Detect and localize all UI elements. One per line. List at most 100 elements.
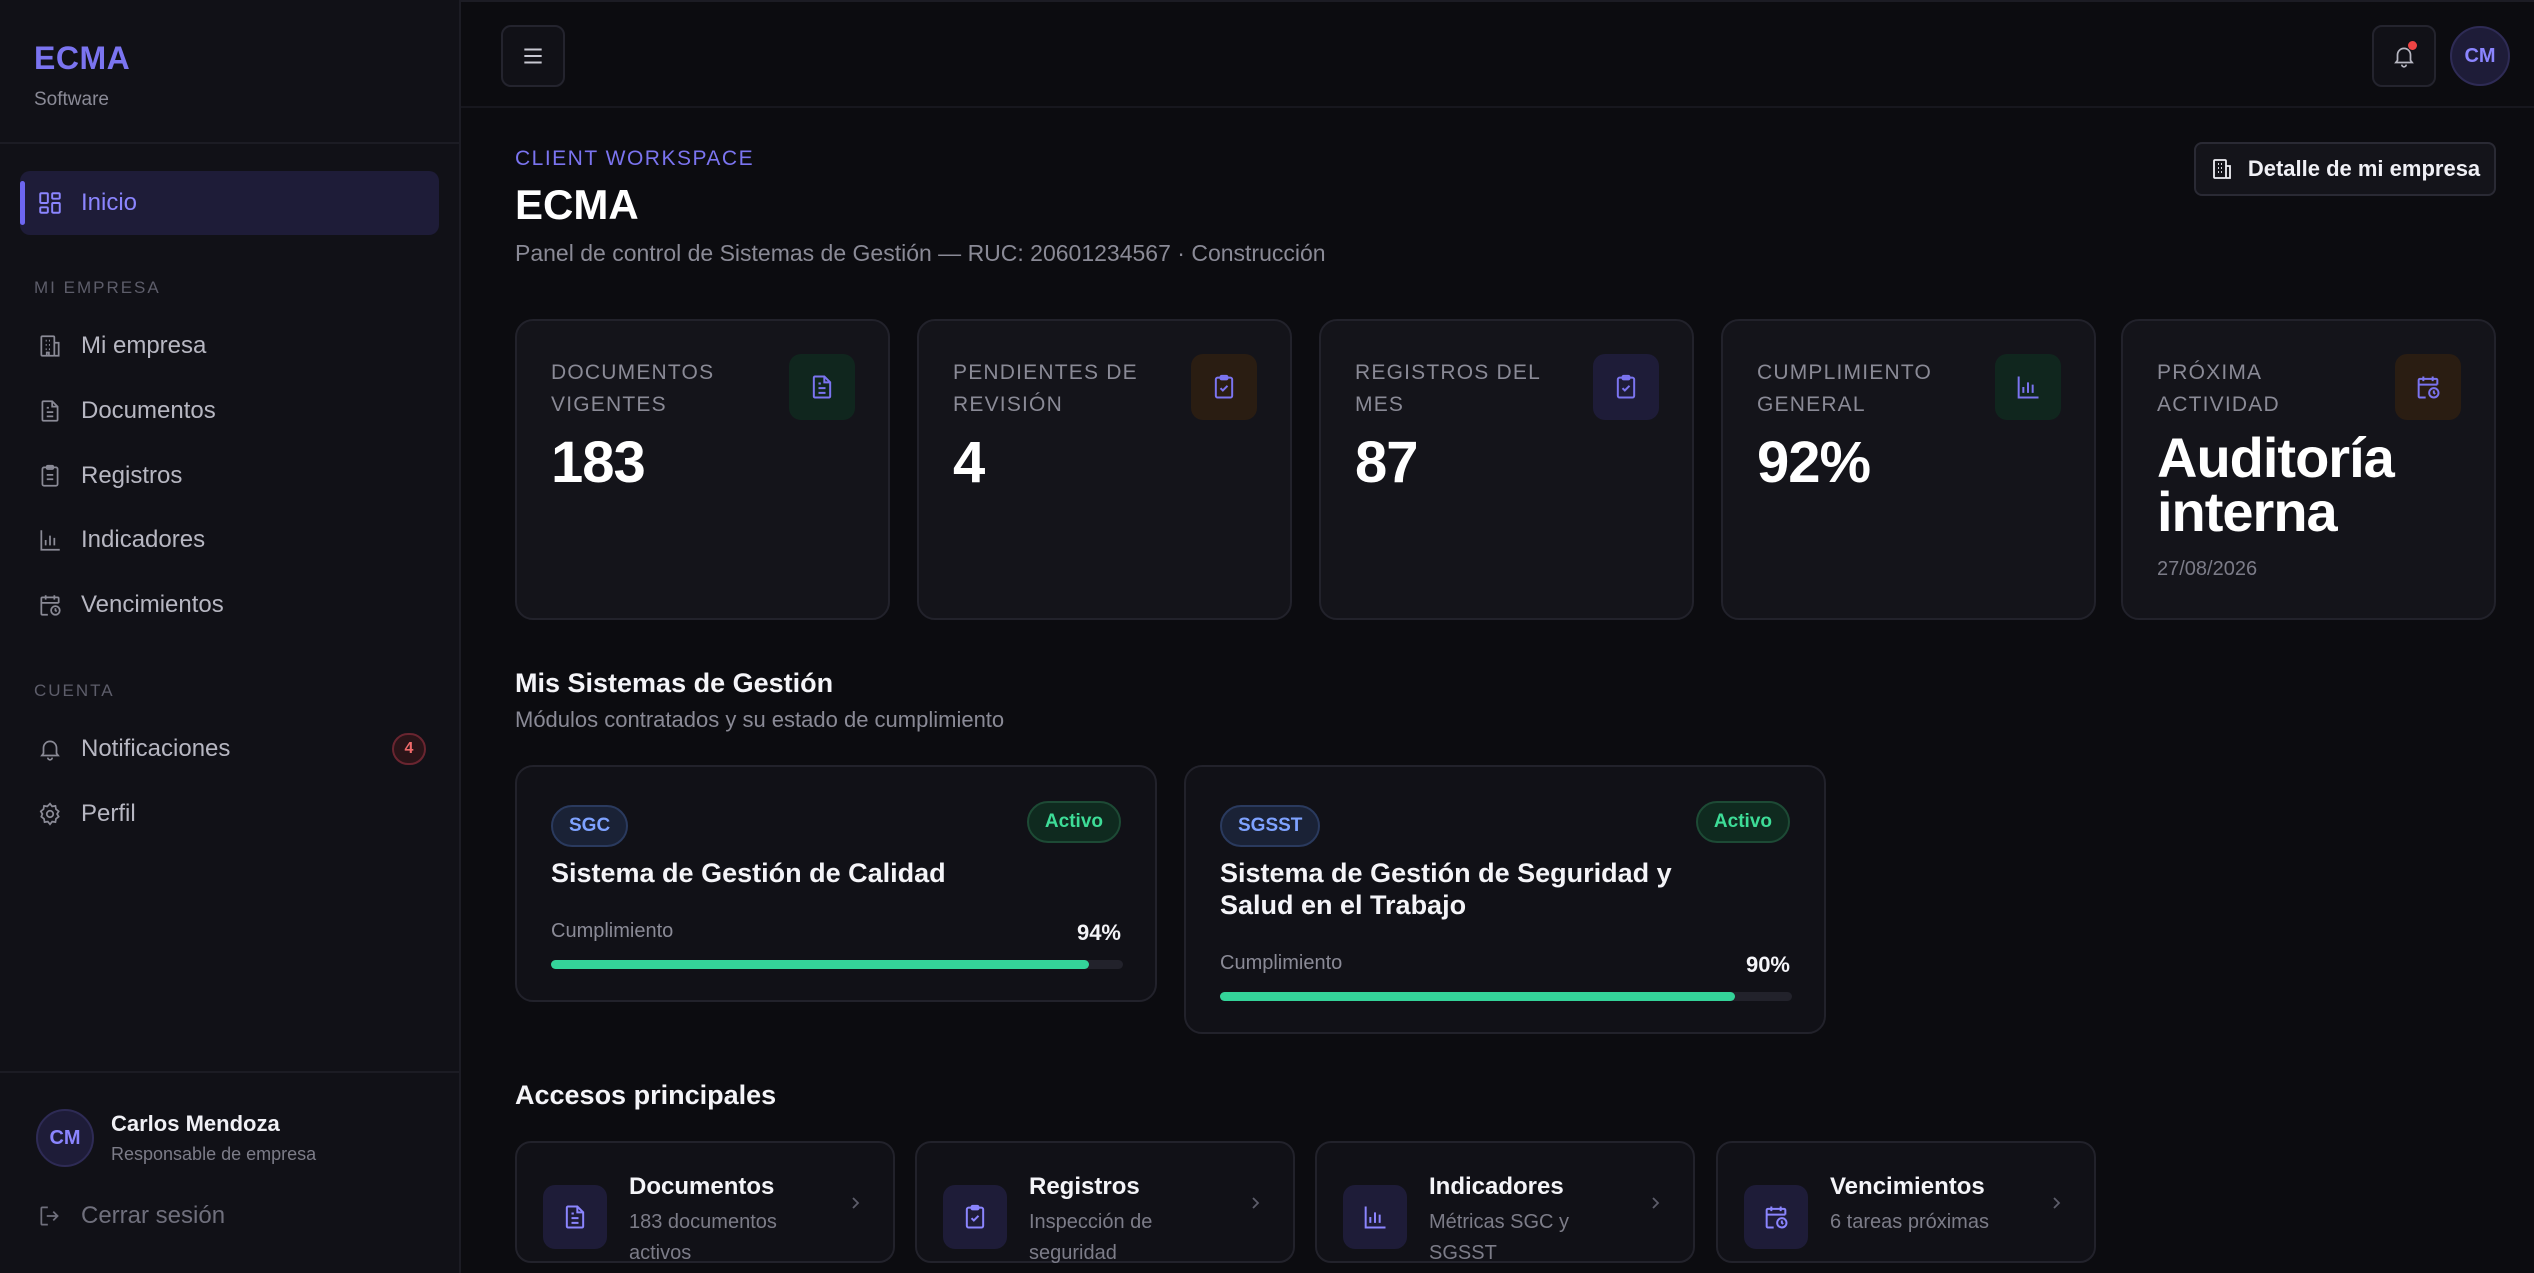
brand[interactable]: ECMA Software xyxy=(34,40,130,111)
document-icon xyxy=(36,397,64,425)
quick-access-label: Indicadores xyxy=(1429,1173,1564,1200)
sidebar-item-indicadores[interactable]: Indicadores xyxy=(36,520,426,560)
workspace-eyebrow: CLIENT WORKSPACE xyxy=(515,147,755,170)
user-role: Responsable de empresa xyxy=(111,1144,317,1164)
calendar-clock-icon xyxy=(36,591,64,619)
quick-access-documentos[interactable]: Documentos 183 documentos activos xyxy=(515,1141,895,1264)
stat-date: 27/08/2026 xyxy=(2157,558,2258,580)
stat-label: Documentos vigentes xyxy=(551,361,715,416)
sidebar-item-vencimientos[interactable]: Vencimientos xyxy=(36,585,426,625)
avatar[interactable]: CM xyxy=(2450,26,2510,86)
avatar[interactable]: CM xyxy=(36,1109,94,1167)
bar-chart-icon xyxy=(36,526,64,554)
chevron-right-icon xyxy=(1252,1197,1260,1209)
building-icon xyxy=(2210,157,2234,181)
system-name: Sistema de Gestión de Seguridad y Salud … xyxy=(1220,858,1672,920)
logout-label: Cerrar sesión xyxy=(81,1202,226,1229)
stat-value: 92% xyxy=(1757,430,1871,495)
brand-name: ECMA xyxy=(34,40,131,76)
stat-value: 4 xyxy=(953,430,985,495)
chevron-right-icon xyxy=(852,1197,860,1209)
stat-label: Cumplimiento general xyxy=(1757,361,1933,416)
quick-access-label: Vencimientos xyxy=(1830,1173,1985,1200)
sidebar-item-documentos[interactable]: Documentos xyxy=(36,391,426,431)
stat-card-registros: Registros del mes 87 xyxy=(1319,319,1694,620)
stat-card-proxima-actividad: Próxima actividad Auditoría interna 27/0… xyxy=(2121,319,2496,620)
systems-section-title: Mis Sistemas de Gestión xyxy=(515,668,834,698)
dashboard-icon xyxy=(36,189,64,217)
calendar-clock-icon xyxy=(1744,1185,1808,1249)
logout-icon xyxy=(36,1202,64,1230)
company-detail-label: Detalle de mi empresa xyxy=(2247,156,2481,181)
logout-button[interactable]: Cerrar sesión xyxy=(36,1202,225,1230)
sidebar-item-inicio[interactable]: Inicio xyxy=(20,171,439,235)
stat-label: Pendientes de revisión xyxy=(953,361,1138,416)
quick-access-subtitle: 6 tareas próximas xyxy=(1830,1211,1989,1233)
stat-card-documentos: Documentos vigentes 183 xyxy=(515,319,890,620)
systems-section-subtitle: Módulos contratados y su estado de cumpl… xyxy=(515,707,1005,732)
gear-icon xyxy=(36,800,64,828)
bar-chart-icon xyxy=(1995,354,2061,420)
stat-label: Registros del mes xyxy=(1355,361,1541,416)
sidebar-item-label: Perfil xyxy=(81,800,136,827)
compliance-label: Cumplimiento xyxy=(551,920,674,942)
clipboard-check-icon xyxy=(1593,354,1659,420)
compliance-value: 90% xyxy=(1745,952,1790,977)
stat-value: Auditoría interna xyxy=(2157,426,2395,543)
building-icon xyxy=(36,332,64,360)
user-name: Carlos Mendoza xyxy=(111,1111,280,1136)
compliance-value: 94% xyxy=(1076,920,1121,945)
quick-access-label: Documentos xyxy=(629,1173,775,1200)
company-detail-button[interactable]: Detalle de mi empresa xyxy=(2194,142,2496,196)
clipboard-icon xyxy=(36,462,64,490)
document-icon xyxy=(543,1185,607,1249)
sidebar-item-label: Registros xyxy=(81,462,183,489)
sidebar-item-label: Vencimientos xyxy=(81,591,224,618)
calendar-clock-icon xyxy=(2395,354,2461,420)
status-badge: Activo xyxy=(1695,801,1790,843)
status-badge: Activo xyxy=(1026,801,1121,843)
system-name: Sistema de Gestión de Calidad xyxy=(551,858,946,888)
compliance-progress-fill xyxy=(1220,992,1735,1001)
quick-access-subtitle: 183 documentos activos xyxy=(629,1211,777,1264)
stat-label: Próxima actividad xyxy=(2157,361,2280,416)
hamburger-icon xyxy=(519,42,547,70)
chevron-right-icon xyxy=(1652,1197,1660,1209)
compliance-progress xyxy=(1220,992,1792,1001)
stat-card-cumplimiento: Cumplimiento general 92% xyxy=(1721,319,2096,620)
sidebar-item-perfil[interactable]: Perfil xyxy=(36,794,426,834)
compliance-progress xyxy=(551,960,1123,969)
menu-toggle-button[interactable] xyxy=(501,25,565,87)
clipboard-check-icon xyxy=(943,1185,1007,1249)
page-title: ECMA xyxy=(515,181,639,228)
brand-subtitle: Software xyxy=(34,89,109,110)
quick-access-title: Accesos principales xyxy=(515,1080,777,1110)
compliance-progress-fill xyxy=(551,960,1089,969)
sidebar-item-label: Indicadores xyxy=(81,526,206,553)
bar-chart-icon xyxy=(1343,1185,1407,1249)
system-tag: SGC xyxy=(551,805,629,847)
stat-value: 87 xyxy=(1355,430,1419,495)
system-card-sgc[interactable]: SGC Activo Sistema de Gestión de Calidad… xyxy=(515,765,1157,1002)
sidebar-item-mi-empresa[interactable]: Mi empresa xyxy=(36,326,426,366)
page-subtitle: Panel de control de Sistemas de Gestión … xyxy=(515,240,1326,266)
system-tag: SGSST xyxy=(1220,805,1321,847)
quick-access-vencimientos[interactable]: Vencimientos 6 tareas próximas xyxy=(1716,1141,2096,1263)
quick-access-indicadores[interactable]: Indicadores Métricas SGC y SGSST xyxy=(1315,1141,1695,1264)
sidebar-item-notificaciones[interactable]: Notificaciones 4 xyxy=(36,729,426,769)
unread-dot xyxy=(2408,41,2417,50)
quick-access-subtitle: Inspección de seguridad xyxy=(1029,1211,1153,1264)
section-label-mi-empresa: MI EMPRESA xyxy=(34,278,161,297)
notifications-button[interactable] xyxy=(2372,25,2436,87)
sidebar-divider xyxy=(0,1071,459,1073)
quick-access-registros[interactable]: Registros Inspección de seguridad xyxy=(915,1141,1295,1264)
sidebar-item-label: Inicio xyxy=(81,189,138,216)
sidebar-item-label: Mi empresa xyxy=(81,332,207,359)
sidebar-item-registros[interactable]: Registros xyxy=(36,456,426,496)
chevron-right-icon xyxy=(2053,1197,2061,1209)
section-label-cuenta: CUENTA xyxy=(34,681,115,700)
sidebar: ECMA Software Inicio MI EMPRESA Mi empre… xyxy=(0,0,461,1273)
stat-value: 183 xyxy=(551,430,646,495)
notification-count-badge: 4 xyxy=(392,733,426,765)
system-card-sgsst[interactable]: SGSST Activo Sistema de Gestión de Segur… xyxy=(1184,765,1826,1034)
